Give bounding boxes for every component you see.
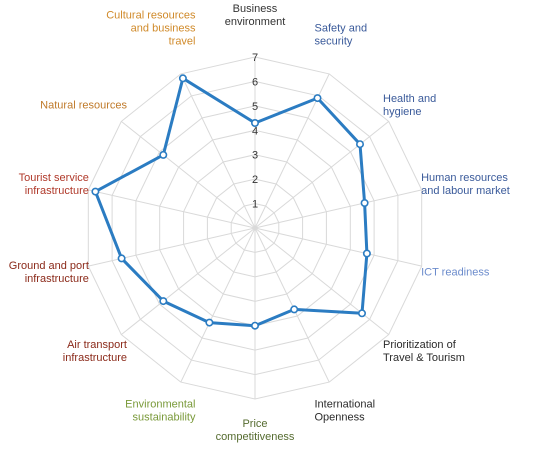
series-layer (91, 74, 371, 330)
category-label: Prioritization of Travel & Tourism (383, 339, 465, 364)
category-label: Natural resources (40, 100, 127, 112)
data-point (355, 140, 364, 149)
category-label: Business environment (225, 3, 286, 28)
data-point (313, 94, 322, 103)
spoke-line (254, 227, 330, 383)
category-label: Air transport infrastructure (63, 339, 127, 364)
data-point (117, 254, 126, 263)
radial-tick-label: 3 (252, 150, 258, 162)
category-label: Health and hygiene (383, 93, 436, 118)
data-point (178, 74, 187, 83)
category-label: Tourist service infrastructure (19, 172, 89, 197)
category-label: Environmental sustainability (125, 399, 196, 424)
data-point (205, 318, 214, 327)
spoke-line (88, 227, 256, 267)
data-point (159, 150, 168, 159)
category-label: Safety and security (315, 23, 368, 48)
category-label: Price competitiveness (216, 418, 295, 443)
radial-tick-label: 1 (252, 199, 258, 211)
data-point (91, 187, 100, 196)
spoke-line (180, 227, 256, 383)
category-label: International Openness (315, 399, 376, 424)
spoke-line (120, 227, 256, 335)
radial-tick-label: 6 (252, 76, 258, 88)
radial-tick-label: 2 (252, 174, 258, 186)
radial-axis-ticks: 1 2 3 4 5 6 7 (252, 52, 258, 211)
data-point (360, 199, 369, 208)
data-point (290, 305, 299, 314)
category-label: Human resources and labour market (421, 172, 510, 197)
data-point (251, 119, 260, 128)
data-point (159, 297, 168, 306)
data-point (362, 249, 371, 258)
spoke-line (180, 73, 256, 229)
data-point (251, 321, 260, 330)
radial-tick-label: 7 (252, 52, 258, 64)
radar-grid (87, 56, 423, 400)
spoke-line (88, 189, 256, 229)
spoke-line (254, 189, 422, 229)
spoke-line (254, 227, 422, 267)
data-point (357, 309, 366, 318)
category-label: Ground and port infrastructure (9, 260, 89, 285)
spoke-line (254, 227, 390, 335)
radial-tick-label: 4 (252, 125, 258, 137)
category-label: Cultural resources and business travel (106, 10, 196, 48)
spoke-line (254, 121, 390, 229)
category-labels: Business environment Safety and security Hea… (9, 3, 510, 443)
spoke-line (120, 121, 256, 229)
radial-tick-label: 5 (252, 101, 258, 113)
category-label: ICT readiness (421, 266, 490, 278)
